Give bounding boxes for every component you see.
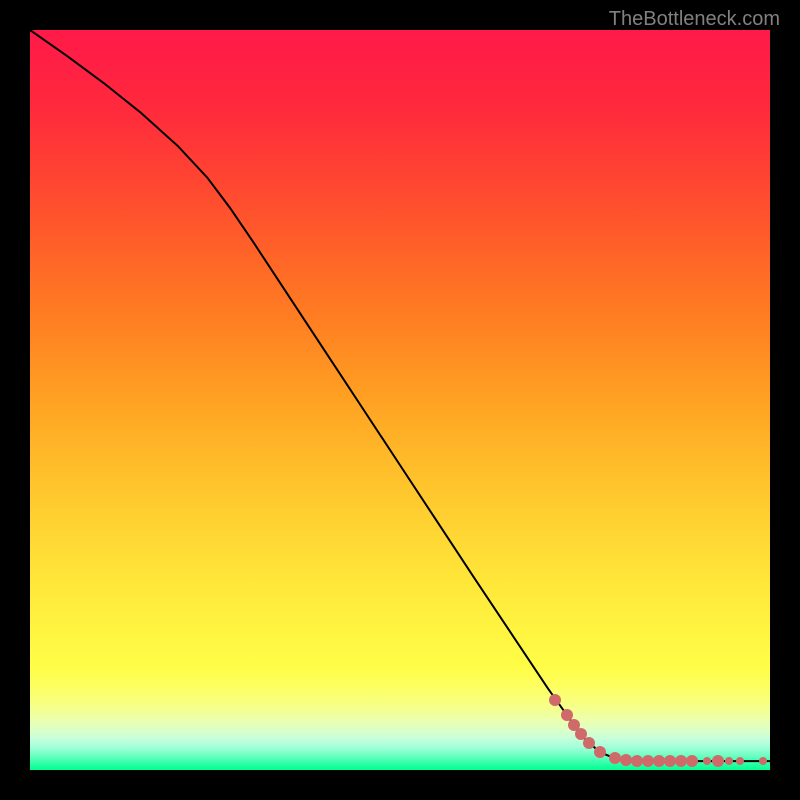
plot-area [30, 30, 770, 770]
data-point [759, 757, 767, 765]
data-point [686, 755, 698, 767]
data-point [583, 737, 595, 749]
data-point [736, 757, 744, 765]
data-point [594, 746, 606, 758]
data-point [712, 755, 724, 767]
data-point [549, 694, 561, 706]
data-point [703, 757, 711, 765]
data-point [725, 757, 733, 765]
watermark-text: TheBottleneck.com [609, 8, 780, 31]
scatter-layer [30, 30, 770, 770]
